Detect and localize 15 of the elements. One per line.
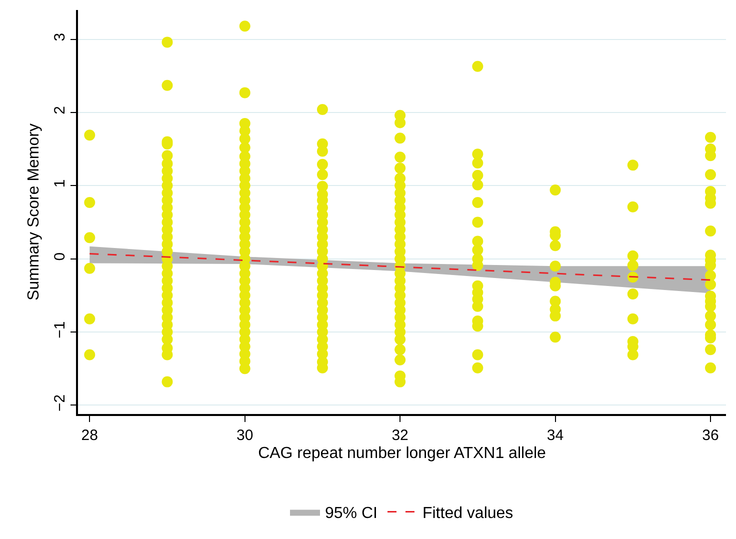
- x-tick-label: 36: [702, 426, 719, 444]
- x-tick-label: 32: [392, 426, 408, 444]
- y-tick-label: −1: [51, 321, 68, 338]
- x-tick-label: 30: [236, 426, 254, 444]
- y-axis-title: Summary Score Memory: [26, 124, 43, 300]
- x-tick-label: 34: [546, 426, 564, 444]
- x-axis-title: CAG repeat number longer ATXN1 allele: [258, 444, 546, 462]
- text: 95% CI: [325, 504, 378, 522]
- y-tick-label: −2: [51, 394, 68, 412]
- y-tick-label: 0: [51, 252, 68, 261]
- y-tick-label: 2: [51, 106, 68, 114]
- y-tick-label: 3: [51, 32, 68, 42]
- x-tick-label: 28: [81, 426, 98, 444]
- legend-label: Fitted values: [422, 504, 514, 522]
- y-tick-label: 1: [51, 179, 68, 188]
